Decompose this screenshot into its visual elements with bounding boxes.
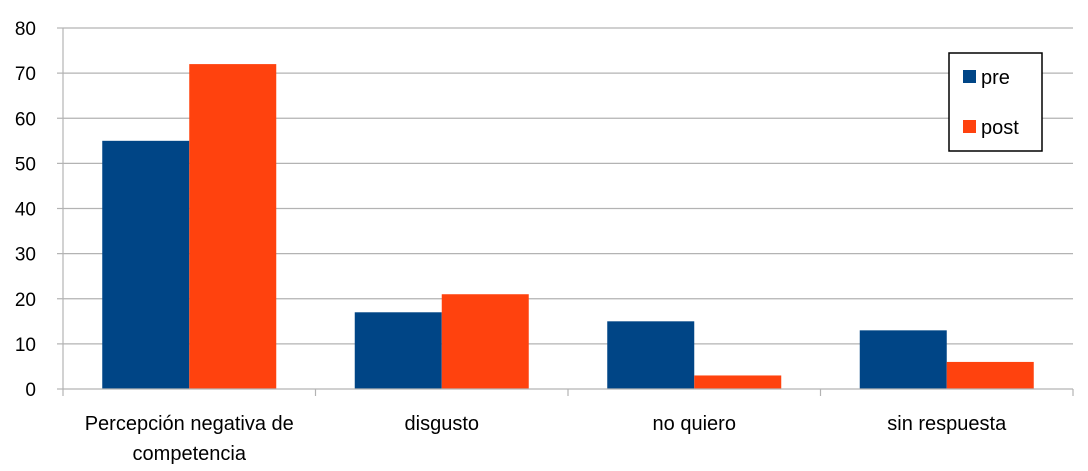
y-tick-label: 80: [15, 19, 36, 40]
bars: [102, 64, 1034, 389]
y-tick-labels: 0 10 20 30 40 50 60 70 80: [15, 19, 36, 401]
bar-post-1: [441, 294, 529, 389]
legend-label-pre: pre: [981, 67, 1010, 89]
bar-post-3: [946, 361, 1034, 389]
legend-box: [948, 52, 1043, 152]
y-tick-label: 0: [25, 380, 36, 401]
bar-pre-1: [354, 312, 442, 389]
y-tick-label: 10: [15, 335, 36, 356]
bar-post-0: [189, 64, 277, 389]
x-tick-label: Percepción negativa de: [85, 413, 294, 435]
y-tick-label: 40: [15, 200, 36, 221]
y-tick-label: 20: [15, 290, 36, 311]
y-tick-label: 50: [15, 154, 36, 175]
bar-pre-2: [607, 321, 695, 389]
axes: [62, 28, 1074, 396]
legend: pre post: [948, 52, 1043, 152]
y-tick-label: 30: [15, 245, 36, 266]
x-tick-label: no quiero: [653, 413, 736, 435]
x-tick-label: disgusto: [405, 413, 480, 435]
x-tick-label: competencia: [133, 443, 247, 465]
y-tick-label: 60: [15, 109, 36, 130]
y-tick-label: 70: [15, 64, 36, 85]
legend-swatch-post: [963, 120, 976, 133]
legend-label-post: post: [981, 117, 1019, 139]
x-tick-label: sin respuesta: [887, 413, 1007, 435]
bar-pre-0: [102, 140, 190, 389]
x-tick-labels: Percepción negativa de competencia disgust…: [85, 413, 1007, 465]
legend-swatch-pre: [963, 70, 976, 83]
bar-post-2: [694, 375, 782, 389]
bar-pre-3: [859, 330, 947, 389]
